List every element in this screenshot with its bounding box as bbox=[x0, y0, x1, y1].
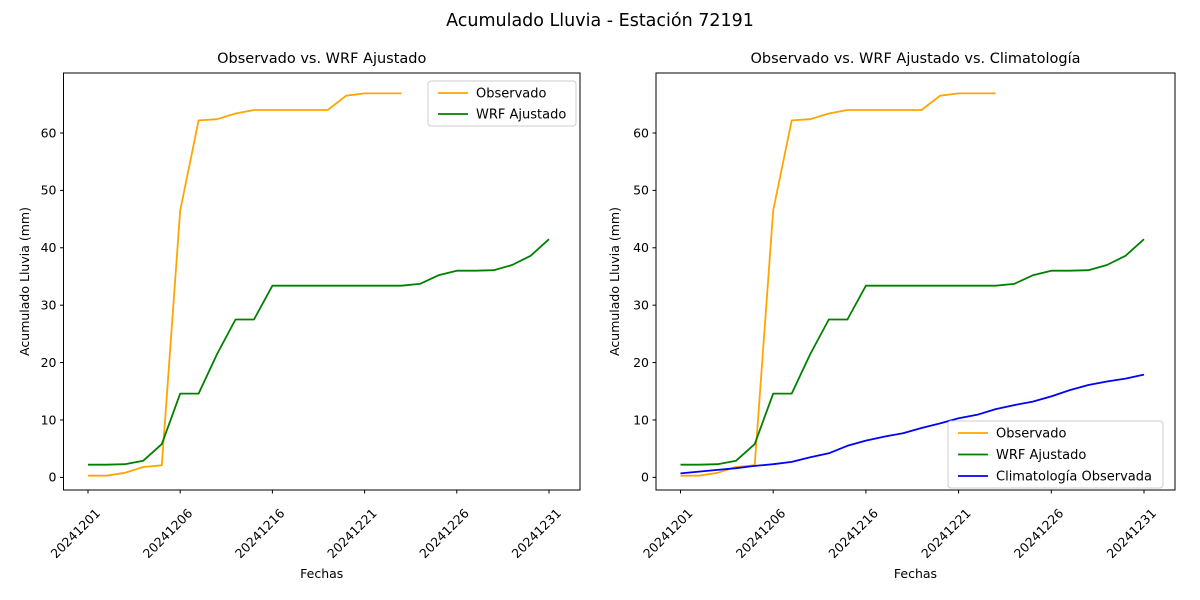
y-tick-label: 10 bbox=[633, 412, 649, 427]
series-line-observado bbox=[88, 92, 402, 477]
y-tick-label: 0 bbox=[49, 470, 57, 485]
y-tick-label: 30 bbox=[633, 297, 649, 312]
y-tick-label: 0 bbox=[641, 470, 649, 485]
x-tick-label: 20241201 bbox=[48, 506, 104, 562]
legend-label-wrf-ajustado: WRF Ajustado bbox=[476, 108, 566, 123]
legend-label-climatologia-observada: Climatología Observada bbox=[996, 470, 1152, 485]
series-line-wrf-ajustado bbox=[680, 238, 1145, 466]
x-tick-label: 20241221 bbox=[918, 506, 974, 562]
figure-title: Acumulado Lluvia - Estación 72191 bbox=[446, 11, 754, 31]
series-line-wrf-ajustado bbox=[88, 238, 550, 466]
series-line-climatologia-observada bbox=[680, 373, 1145, 475]
subplot-title: Observado vs. WRF Ajustado vs. Climatolo… bbox=[751, 51, 1081, 67]
legend-label-observado: Observado bbox=[996, 427, 1067, 442]
legend-label-wrf-ajustado: WRF Ajustado bbox=[996, 448, 1086, 463]
plot-frame bbox=[655, 72, 1176, 491]
y-tick-label: 40 bbox=[633, 240, 649, 255]
y-axis-label: Acumulado Lluvia (mm) bbox=[607, 207, 622, 356]
series-line-observado bbox=[680, 92, 996, 477]
x-tick-label: 20241226 bbox=[1011, 505, 1067, 561]
y-tick-label: 30 bbox=[41, 297, 57, 312]
x-tick-label: 20241216 bbox=[232, 505, 288, 561]
y-tick-label: 10 bbox=[41, 412, 57, 427]
y-tick-label: 60 bbox=[633, 125, 649, 140]
legend-box bbox=[947, 420, 1164, 489]
x-tick-label: 20241226 bbox=[416, 505, 472, 561]
x-axis-label: Fechas bbox=[300, 566, 343, 581]
x-tick-label: 20241216 bbox=[825, 505, 881, 561]
x-tick-label: 20241221 bbox=[324, 506, 380, 562]
plot-frame bbox=[63, 72, 581, 491]
x-tick-label: 20241206 bbox=[733, 505, 789, 561]
y-tick-label: 20 bbox=[41, 355, 57, 370]
left-chart-observado-vs-wrf: 0 10 20 30 40 50 60 20241201 20241206 20241216 202… bbox=[17, 51, 581, 581]
y-tick-label: 40 bbox=[41, 240, 57, 255]
y-tick-label: 20 bbox=[633, 355, 649, 370]
subplot-title: Observado vs. WRF Ajustado bbox=[217, 51, 426, 67]
y-tick-label: 50 bbox=[633, 183, 649, 198]
y-tick-label: 50 bbox=[41, 183, 57, 198]
x-tick-label: 20241231 bbox=[509, 506, 565, 562]
right-chart-observado-vs-wrf-vs-climatologia: 0 10 20 30 40 50 60 20241201 20241206 20241216 202… bbox=[607, 51, 1176, 581]
y-tick-label: 60 bbox=[41, 125, 57, 140]
x-axis-label: Fechas bbox=[894, 566, 937, 581]
x-tick-label: 20241206 bbox=[140, 505, 196, 561]
x-tick-label: 20241201 bbox=[640, 506, 696, 562]
x-tick-label: 20241231 bbox=[1104, 506, 1160, 562]
y-axis-label: Acumulado Lluvia (mm) bbox=[17, 207, 32, 356]
legend-label-observado: Observado bbox=[476, 87, 547, 102]
